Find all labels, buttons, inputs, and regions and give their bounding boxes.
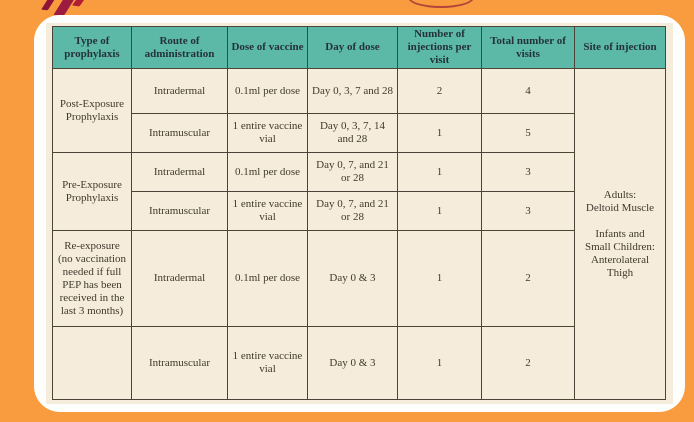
table-header-row: Type of prophylaxis Route of administrat… [52, 26, 666, 69]
cell-injections: 2 [397, 68, 482, 114]
cell-visits: 2 [481, 230, 575, 327]
cell-type-post-exposure: Post-Exposure Prophylaxis [52, 68, 132, 153]
header-total-visits: Total number of visits [481, 26, 575, 69]
cell-dose: 1 entire vaccine vial [227, 326, 308, 400]
content-panel: Type of prophylaxis Route of administrat… [34, 15, 685, 412]
cell-day: Day 0 & 3 [307, 230, 398, 327]
cell-route: Intradermal [131, 230, 228, 327]
cell-dose: 1 entire vaccine vial [227, 113, 308, 153]
cell-day: Day 0, 3, 7 and 28 [307, 68, 398, 114]
cell-visits: 3 [481, 152, 575, 192]
cell-route: Intradermal [131, 68, 228, 114]
table-row: Re-exposure (no vaccination needed if fu… [52, 230, 666, 327]
cell-visits: 4 [481, 68, 575, 114]
cell-injections: 1 [397, 113, 482, 153]
cell-dose: 1 entire vaccine vial [227, 191, 308, 231]
brush-stroke-icon [72, 0, 88, 7]
header-type-of-prophylaxis: Type of prophylaxis [52, 26, 132, 69]
header-site-of-injection: Site of injection [574, 26, 666, 69]
cell-day: Day 0 & 3 [307, 326, 398, 400]
brush-stroke-icon [41, 0, 58, 11]
cell-route: Intramuscular [131, 326, 228, 400]
header-route-of-administration: Route of administration [131, 26, 228, 69]
cell-visits: 2 [481, 326, 575, 400]
cell-day: Day 0, 7, and 21 or 28 [307, 191, 398, 231]
arc-decor-icon [408, 0, 474, 8]
cell-injections: 1 [397, 230, 482, 327]
cell-dose: 0.1ml per dose [227, 230, 308, 327]
prophylaxis-schedule-table: Type of prophylaxis Route of administrat… [52, 26, 666, 400]
table-background: Type of prophylaxis Route of administrat… [46, 23, 673, 404]
cell-type-empty [52, 326, 132, 400]
cell-injections: 1 [397, 152, 482, 192]
cell-dose: 0.1ml per dose [227, 68, 308, 114]
table-row: Post-Exposure Prophylaxis Intradermal 0.… [52, 68, 666, 400]
cell-route: Intramuscular [131, 113, 228, 153]
cell-type-re-exposure: Re-exposure (no vaccination needed if fu… [52, 230, 132, 327]
cell-day: Day 0, 7, and 21 or 28 [307, 152, 398, 192]
table-row: Intramuscular 1 entire vaccine vial Day … [52, 326, 666, 400]
header-injections-per-visit: Number of injections per visit [397, 26, 482, 69]
table-row: Intramuscular 1 entire vaccine vial Day … [53, 113, 666, 153]
header-day-of-dose: Day of dose [307, 26, 398, 69]
cell-visits: 5 [481, 113, 575, 153]
cell-site-of-injection: Adults: Deltoid Muscle Infants and Small… [574, 68, 666, 400]
cell-route: Intradermal [131, 152, 228, 192]
header-dose-of-vaccine: Dose of vaccine [227, 26, 308, 69]
cell-type-pre-exposure: Pre-Exposure Prophylaxis [52, 152, 132, 231]
cell-injections: 1 [397, 191, 482, 231]
cell-route: Intramuscular [131, 191, 228, 231]
cell-injections: 1 [397, 326, 482, 400]
cell-day: Day 0, 3, 7, 14 and 28 [307, 113, 398, 153]
cell-visits: 3 [481, 191, 575, 231]
cell-dose: 0.1ml per dose [227, 152, 308, 192]
table-row: Intramuscular 1 entire vaccine vial Day … [53, 191, 666, 231]
table-row: Pre-Exposure Prophylaxis Intradermal 0.1… [52, 152, 666, 231]
